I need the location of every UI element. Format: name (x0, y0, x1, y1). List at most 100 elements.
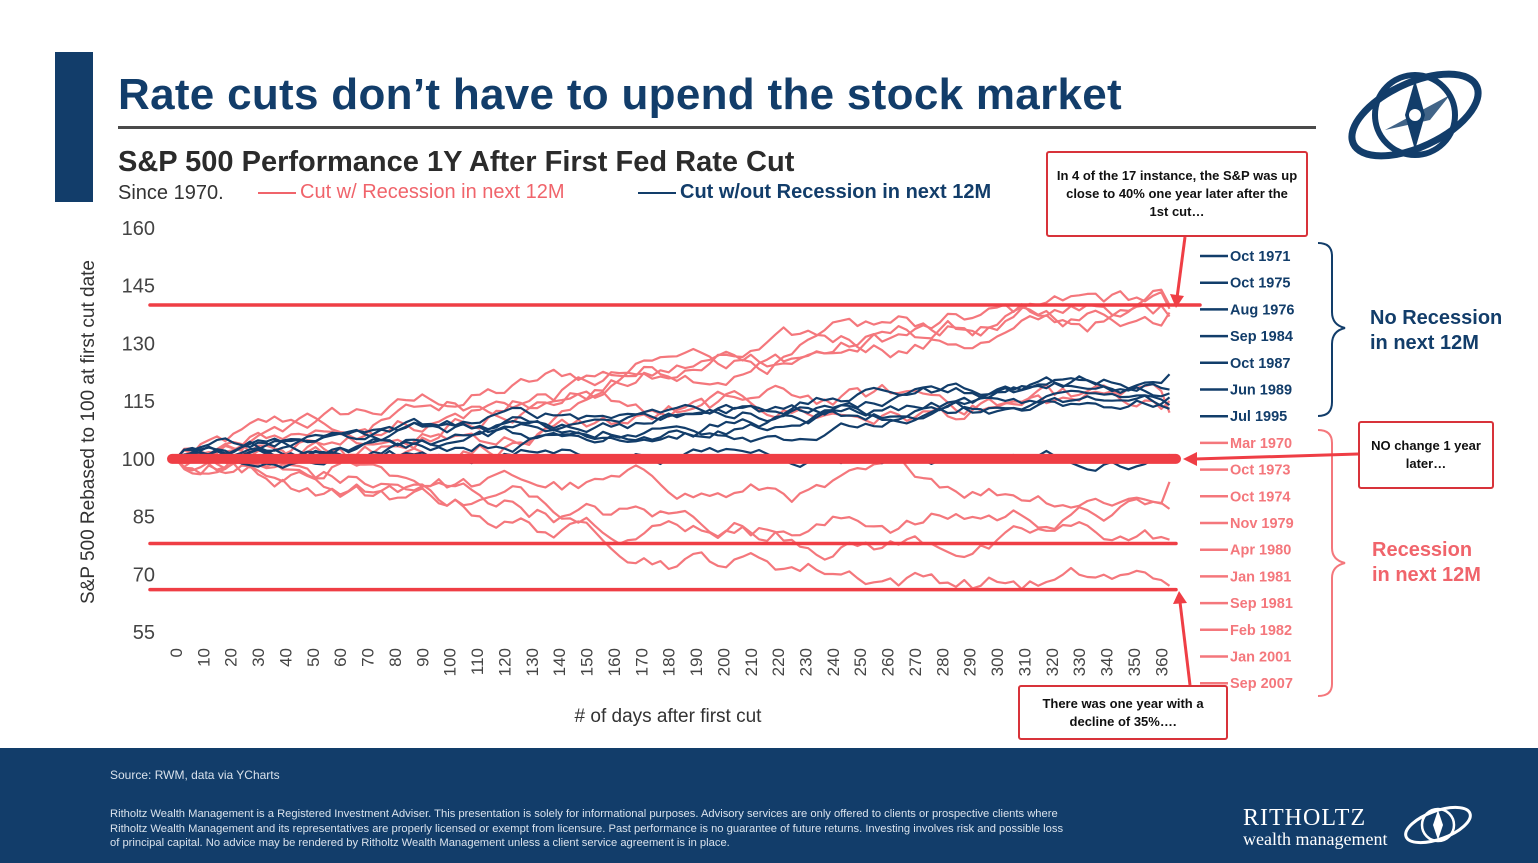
x-tick-label: 350 (1125, 648, 1144, 676)
recession-group-label: Recession in next 12M (1372, 538, 1481, 588)
performance-chart: 55 70 85 100 115 130 145 160 0 10 20 30 40 50 60 70 80 90… (78, 218, 1359, 727)
x-tick-label: 40 (276, 648, 295, 667)
legend-no-recession: Cut w/out Recession in next 12M (638, 181, 991, 204)
series-line-jun-1989 (175, 373, 1171, 462)
x-tick-label: 360 (1152, 648, 1171, 676)
series-label: Aug 1976 (1230, 302, 1294, 318)
y-tick-label: 85 (133, 507, 155, 529)
series-label: Sep 1981 (1230, 596, 1293, 612)
arrow-to-middle (1194, 452, 1359, 461)
y-tick-label: 55 (133, 622, 155, 644)
x-tick-label: 160 (605, 648, 624, 676)
x-tick-label: 200 (714, 648, 733, 676)
series-line-sep-1981 (175, 451, 1171, 545)
brand-compass-icon (1404, 805, 1472, 845)
disclaimer: Ritholtz Wealth Management is a Register… (110, 808, 1064, 849)
series-line-jan-1981 (175, 441, 1171, 509)
x-tick-label: 230 (797, 648, 816, 676)
x-tick-label: 60 (331, 648, 350, 667)
series-label: Feb 1982 (1230, 623, 1292, 639)
x-tick-label: 260 (879, 648, 898, 676)
compass-logo-icon (1348, 70, 1482, 160)
no-recession-group-label: No Recession in next 12M (1370, 306, 1502, 356)
recession-line1: Recession (1372, 539, 1473, 561)
series-line-jan-2001 (175, 455, 1170, 561)
series-label: Sep 2007 (1230, 676, 1293, 692)
callout-up-40: In 4 of the 17 instance, the S&P was up … (1046, 151, 1308, 237)
x-tick-label: 320 (1043, 648, 1062, 676)
series-line-oct-1987 (175, 394, 1170, 460)
recession-line2: in next 12M (1372, 564, 1481, 586)
since-note: Since 1970. (118, 182, 224, 204)
brand-sub: wealth management (1243, 829, 1388, 849)
y-axis-title: S&P 500 Rebased to 100 at first cut date (78, 260, 99, 604)
no-recession-line2: in next 12M (1370, 332, 1479, 354)
series-line-jul-1995 (175, 377, 1170, 463)
x-tick-label: 220 (769, 648, 788, 676)
x-tick-label: 70 (359, 648, 378, 667)
x-tick-label: 30 (249, 648, 268, 667)
x-tick-label: 190 (687, 648, 706, 676)
series-label: Apr 1980 (1230, 543, 1291, 559)
x-tick-label: 10 (194, 648, 213, 667)
x-tick-label: 0 (167, 648, 186, 657)
callout-no-change: NO change 1 year later… (1358, 421, 1494, 489)
series-label: Oct 1973 (1230, 463, 1290, 479)
recession-bracket (1317, 429, 1346, 697)
series-label: Jan 1981 (1230, 569, 1291, 585)
x-tick-label: 170 (632, 648, 651, 676)
brand-name: RITHOLTZ (1243, 805, 1367, 831)
y-tick-label: 70 (133, 564, 155, 586)
y-tick-label: 130 (122, 333, 155, 355)
series-line-nov-1979 (175, 304, 1171, 476)
x-axis-title: # of days after first cut (575, 706, 763, 727)
y-tick-label: 115 (123, 391, 155, 413)
no-recession-line1: No Recession (1370, 307, 1503, 329)
callout-decline-35: There was one year with a decline of 35%… (1018, 685, 1228, 740)
x-tick-label: 240 (824, 648, 843, 676)
x-tick-label: 150 (578, 648, 597, 676)
x-tick-label: 330 (1070, 648, 1089, 676)
title-divider (118, 126, 1316, 129)
y-tick-label: 100 (122, 449, 155, 471)
series-label: Nov 1979 (1230, 516, 1294, 532)
arrow-head-bottom (1173, 591, 1187, 604)
series-label: Jul 1995 (1230, 409, 1287, 425)
legend-recession: Cut w/ Recession in next 12M (258, 181, 565, 204)
x-tick-label: 270 (906, 648, 925, 676)
y-tick-label: 145 (122, 276, 155, 298)
series-line-oct-1974 (175, 306, 1171, 463)
arrow-head-top (1170, 294, 1184, 308)
series-label: Oct 1987 (1230, 356, 1290, 372)
series-label: Jun 1989 (1230, 383, 1292, 399)
page-title: Rate cuts don’t have to upend the stock … (118, 70, 1122, 119)
x-tick-label: 120 (495, 648, 514, 676)
x-tick-label: 130 (523, 648, 542, 676)
x-tick-label: 210 (742, 648, 761, 676)
series-label: Jan 2001 (1230, 650, 1291, 666)
chart-subtitle: S&P 500 Performance 1Y After First Fed R… (118, 146, 795, 178)
series-line-mar-1970 (175, 288, 1171, 460)
arrow-to-bottom (1178, 601, 1192, 686)
series-label: Oct 1971 (1230, 249, 1290, 265)
x-tick-label: 300 (988, 648, 1007, 676)
x-tick-label: 310 (1015, 648, 1034, 676)
x-tick-label: 140 (550, 648, 569, 676)
x-tick-label: 20 (222, 648, 241, 667)
series-label: Oct 1974 (1230, 489, 1290, 505)
x-tick-label: 250 (851, 648, 870, 676)
footer: Source: RWM, data via YCharts Ritholtz W… (0, 748, 1538, 863)
y-tick-label: 160 (122, 218, 155, 240)
series-label: Oct 1975 (1230, 276, 1290, 292)
no-recession-bracket (1317, 242, 1346, 417)
x-tick-label: 340 (1098, 648, 1117, 676)
series-label: Sep 1984 (1230, 329, 1293, 345)
x-tick-label: 80 (386, 648, 405, 667)
series-label: Mar 1970 (1230, 436, 1292, 452)
source-note: Source: RWM, data via YCharts (110, 768, 280, 782)
series-line-sep-2007 (175, 448, 1171, 591)
x-tick-label: 90 (413, 648, 432, 667)
x-tick-label: 290 (961, 648, 980, 676)
x-tick-label: 100 (441, 648, 460, 676)
x-tick-label: 110 (468, 648, 487, 675)
